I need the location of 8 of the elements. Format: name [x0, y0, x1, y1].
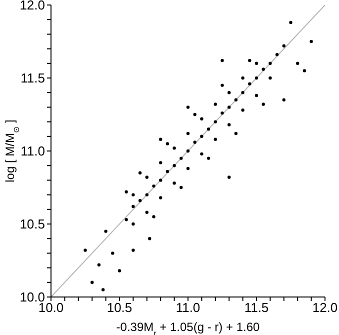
y-tick-label: 11.0: [20, 144, 45, 159]
x-tick-label: 10.5: [106, 300, 132, 316]
x-tick-label: 12.0: [312, 300, 338, 316]
y-tick-label: 10.5: [20, 216, 45, 232]
x-tick-label: 11.5: [244, 300, 269, 316]
y-tick-label: 12.0: [20, 0, 45, 13]
x-tick-label: 11.0: [176, 300, 200, 316]
y-tick-label: 11.5: [20, 70, 45, 86]
